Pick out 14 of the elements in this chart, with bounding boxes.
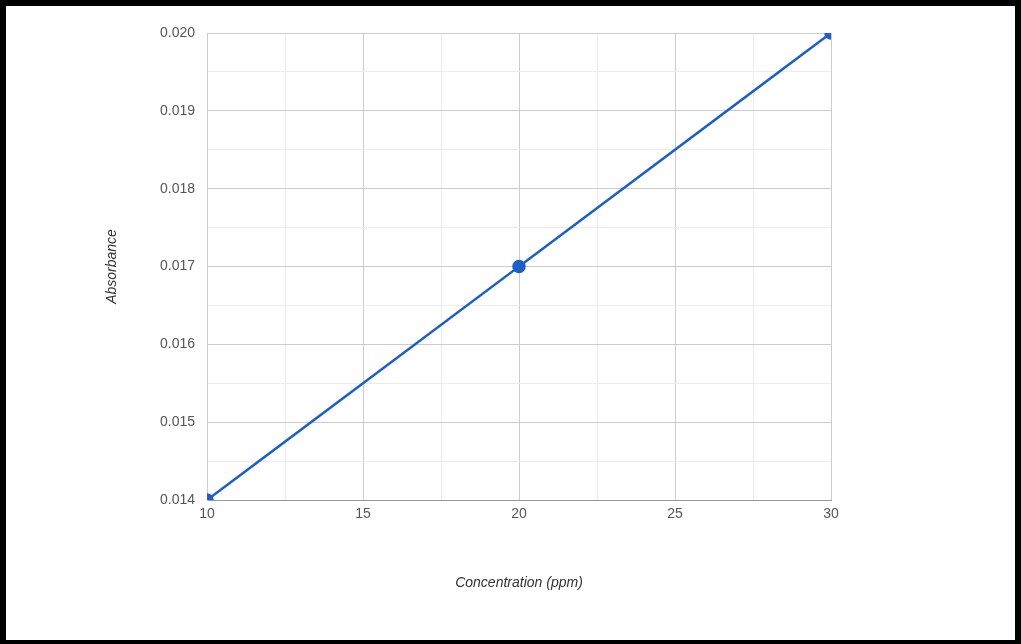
x-tick-label: 25 (667, 505, 683, 522)
y-tick-label: 0.014 (159, 490, 196, 507)
y-tick-label: 0.017 (159, 257, 196, 274)
y-tick-label: 0.015 (159, 413, 196, 430)
y-axis-title: Absorbance (103, 228, 120, 305)
x-tick-label: 30 (823, 505, 839, 522)
y-tick-label: 0.018 (159, 179, 196, 196)
x-tick-label: 10 (199, 505, 215, 522)
x-tick-label: 20 (511, 505, 527, 522)
x-tick-label: 15 (355, 505, 371, 522)
y-tick-label: 0.020 (159, 23, 196, 40)
x-axis-title: Concentration (ppm) (455, 574, 583, 591)
y-tick-label: 0.019 (159, 101, 196, 118)
y-tick-label: 0.016 (159, 335, 196, 352)
